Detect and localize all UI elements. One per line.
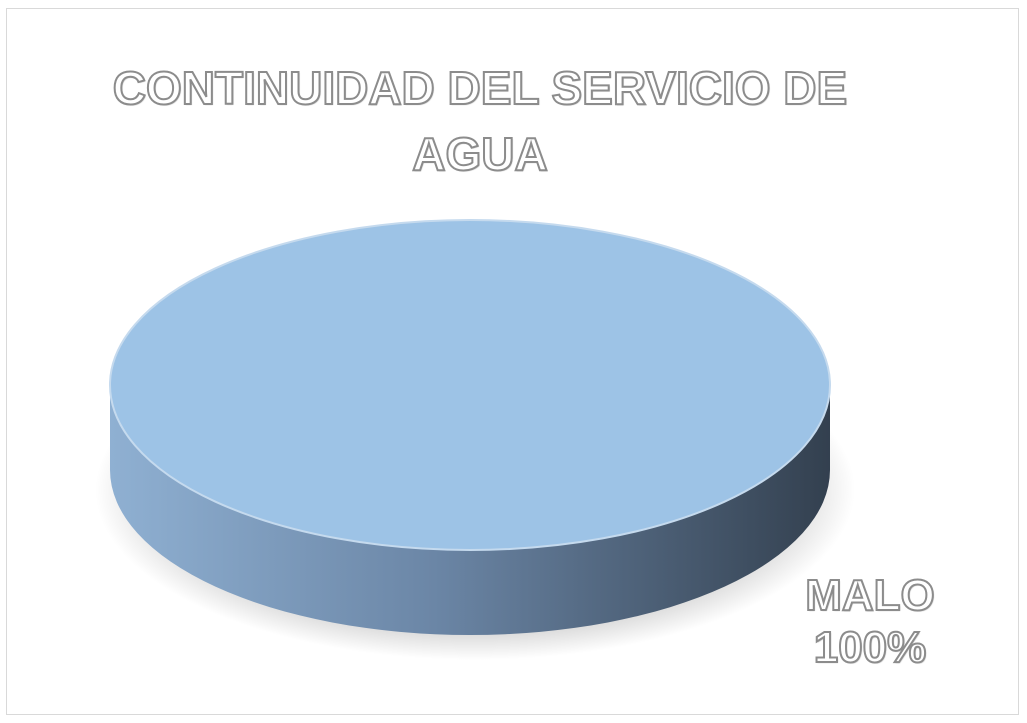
value-label: 100% xyxy=(813,622,928,673)
chart-frame xyxy=(6,8,1019,715)
slice-side xyxy=(110,385,830,635)
slice-top xyxy=(109,219,831,551)
pie-slice xyxy=(109,219,831,635)
data-label: MALO 100% xyxy=(790,570,950,674)
category-label: MALO xyxy=(804,570,936,621)
chart-title: CONTINUIDAD DEL SERVICIO DE AGUA xyxy=(112,61,848,181)
